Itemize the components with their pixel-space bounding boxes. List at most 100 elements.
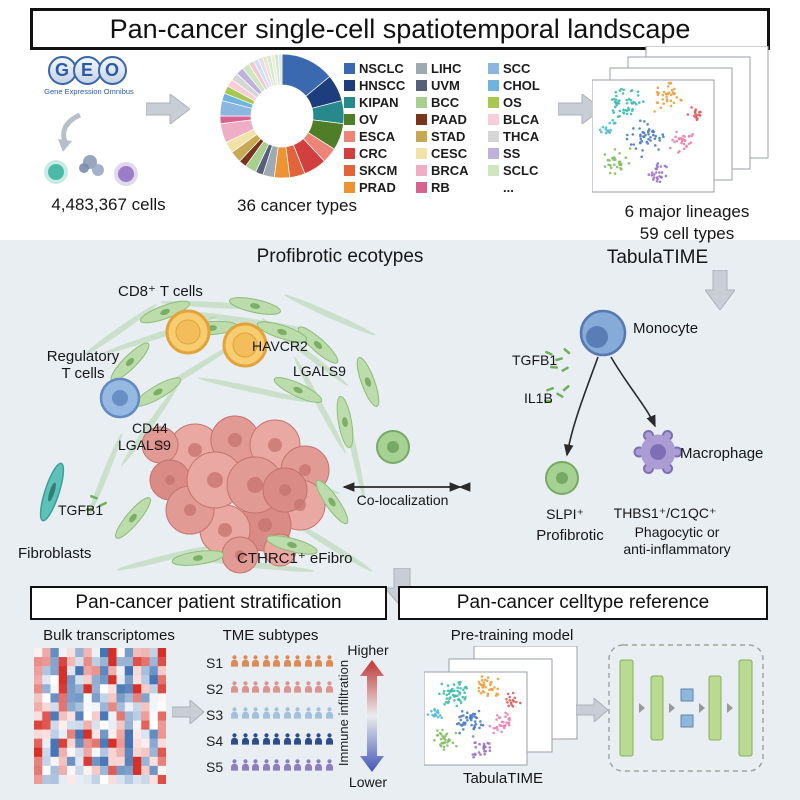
umap-point: [655, 164, 659, 167]
umap-point: [654, 144, 657, 147]
legend-swatch: [416, 182, 427, 193]
umap-point: [436, 715, 440, 719]
umap-point: [452, 683, 456, 686]
heatmap-cell: [157, 774, 166, 784]
umap-point: [484, 745, 487, 749]
umap-point: [479, 720, 482, 723]
heatmap-cell: [42, 666, 51, 676]
umap-point: [464, 696, 467, 699]
cd44-label: CD44: [132, 420, 168, 436]
umap-point: [667, 81, 671, 85]
umap-point: [488, 742, 491, 745]
heatmap-cell: [34, 711, 43, 721]
heatmap-cell: [141, 711, 150, 721]
heatmap-cell: [83, 756, 93, 767]
heatmap-cell: [157, 684, 166, 694]
umap-point: [447, 738, 451, 741]
heatmap-cell: [91, 657, 101, 667]
heatmap-cell: [108, 756, 117, 767]
umap-point: [665, 95, 668, 98]
umap-point: [618, 160, 621, 163]
havcr2-label: HAVCR2: [252, 338, 308, 354]
heatmap-cell: [100, 765, 109, 776]
legend-swatch: [416, 148, 427, 159]
umap-point: [607, 129, 610, 133]
fibroblast-cell: [39, 462, 65, 522]
person-icon: [252, 707, 259, 719]
umap-point: [683, 139, 686, 142]
heatmap-cell: [149, 756, 159, 767]
lgals9-label-a: LGALS9: [293, 363, 346, 379]
umap-point: [669, 104, 673, 108]
umap-point: [652, 173, 656, 176]
umap-point: [673, 140, 676, 143]
heatmap-cell: [91, 693, 101, 703]
umap-point: [470, 723, 473, 727]
heatmap-cell: [116, 657, 126, 667]
umap-point: [658, 136, 661, 140]
heatmap-cell: [42, 774, 51, 784]
cancer-types-label: 36 cancer types: [236, 196, 357, 215]
umap-point: [657, 148, 660, 151]
legend-label: PRAD: [359, 180, 396, 195]
umap-point: [604, 126, 608, 129]
person-icon: [273, 733, 280, 745]
legend-swatch: [344, 63, 355, 74]
heatmap-cell: [34, 693, 43, 703]
umap-point: [473, 724, 476, 727]
legend-label: RB: [431, 180, 450, 195]
umap-point: [438, 692, 441, 696]
umap-point: [672, 101, 676, 105]
legend-item: NSCLC: [344, 60, 412, 77]
heatmap-cell: [91, 720, 101, 730]
umap-point: [615, 165, 619, 169]
umap-point: [496, 693, 500, 696]
heatmap-cell: [83, 693, 93, 703]
heatmap-cell: [75, 738, 84, 749]
umap-point: [660, 176, 663, 179]
heatmap-cell: [108, 720, 117, 730]
umap-point: [449, 690, 452, 693]
umap-point: [625, 112, 629, 116]
umap-point: [441, 735, 445, 738]
umap-point: [482, 742, 486, 746]
umap-point: [446, 740, 449, 744]
umap-point: [629, 99, 633, 102]
autoencoder-diagram: [608, 644, 764, 772]
heatmap-cell: [149, 765, 159, 776]
heatmap-cell: [149, 684, 159, 694]
heatmap-cell: [83, 747, 93, 758]
umap-point: [479, 753, 482, 756]
heatmap-cell: [42, 720, 51, 730]
heatmap-cell: [58, 720, 68, 730]
heatmap-cell: [75, 765, 84, 776]
umap-point: [492, 731, 495, 735]
umap-point: [436, 729, 439, 732]
legend-label: ESCA: [359, 129, 396, 144]
heatmap-cell: [100, 747, 109, 758]
umap-point: [625, 137, 629, 141]
heatmap-cell: [133, 666, 142, 676]
heatmap-cell: [149, 729, 159, 739]
tgfb1-right-label: TGFB1: [512, 352, 558, 368]
heatmap-cell: [75, 657, 84, 667]
heatmap-cell: [100, 684, 109, 694]
heatmap-cell: [34, 720, 43, 730]
umap-point: [634, 147, 638, 150]
umap-point: [473, 720, 477, 723]
umap-point: [453, 699, 456, 702]
person-icon: [315, 655, 322, 667]
legend-item: UVM: [416, 77, 484, 94]
umap-point: [665, 98, 669, 101]
spindle-fibroblast-cells: [110, 297, 380, 566]
umap-point: [436, 709, 440, 712]
person-icon: [325, 655, 333, 667]
person-icon: [304, 707, 312, 719]
umap-point: [647, 133, 650, 136]
person-icon: [325, 681, 333, 693]
heatmap-cell: [42, 747, 51, 758]
umap-point: [660, 171, 664, 174]
heatmap-cell: [116, 720, 126, 730]
heatmap-cell: [124, 711, 134, 721]
umap-point: [492, 726, 496, 730]
